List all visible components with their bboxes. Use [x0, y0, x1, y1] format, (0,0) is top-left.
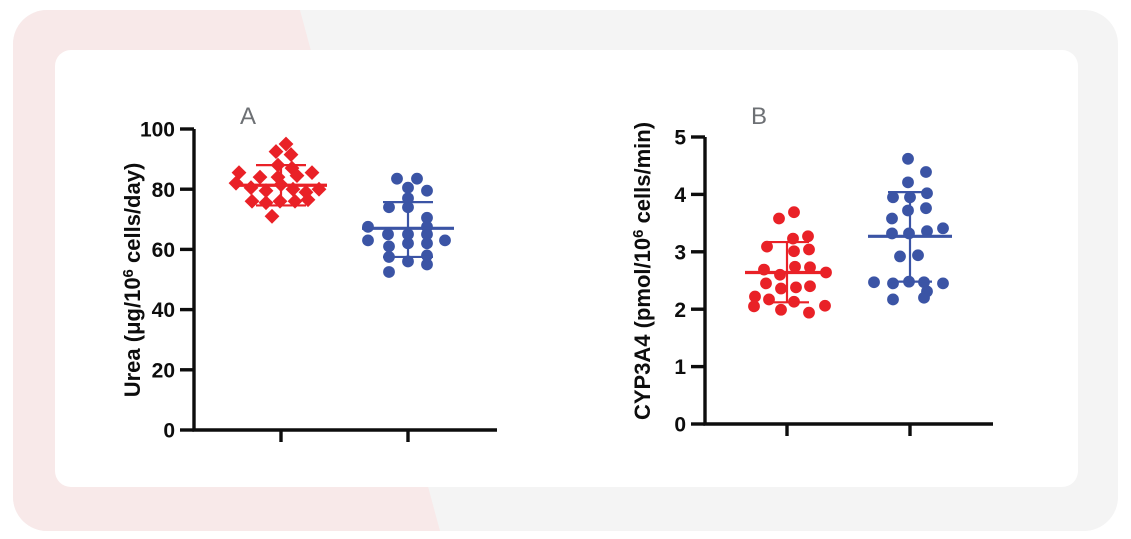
data-point: [284, 160, 300, 176]
data-point: [748, 300, 760, 313]
data-point: [819, 299, 831, 312]
data-point: [761, 240, 773, 253]
data-point: [774, 268, 786, 281]
data-point: [264, 208, 280, 224]
data-point: [298, 184, 314, 200]
data-point: [912, 249, 924, 262]
y-tick-label: 1: [674, 356, 686, 379]
data-point: [268, 144, 284, 159]
scatter-group-1-red: [745, 206, 832, 319]
data-point: [285, 181, 301, 197]
data-point: [258, 195, 274, 211]
y-tick-label: 4: [674, 184, 686, 207]
data-point: [937, 222, 949, 235]
data-point: [804, 261, 816, 274]
data-point: [289, 168, 305, 184]
data-point: [937, 277, 949, 290]
panel-label: A: [240, 103, 256, 130]
panel-label: B: [751, 103, 767, 130]
data-point: [803, 243, 815, 256]
data-point: [283, 147, 299, 162]
data-point: [887, 277, 899, 290]
data-point: [243, 180, 259, 196]
data-point: [920, 202, 932, 215]
data-point: [421, 237, 433, 250]
data-point: [383, 240, 395, 253]
data-point: [300, 192, 316, 208]
data-point: [921, 187, 933, 200]
data-point: [439, 234, 451, 247]
data-point: [803, 306, 815, 319]
data-point: [789, 260, 801, 273]
data-point: [886, 212, 898, 225]
data-point: [383, 266, 395, 278]
data-point: [788, 206, 800, 219]
data-point: [868, 276, 880, 289]
data-point: [773, 212, 785, 225]
panel-b: 0 1 2 3 4 5 CYP3A4 (pmol/106 cells/min) B: [630, 103, 993, 437]
y-tick-label: 0: [163, 420, 175, 443]
data-point: [749, 290, 761, 303]
data-point: [421, 258, 433, 271]
data-point: [382, 228, 394, 241]
scatter-group-2-blue: [868, 152, 952, 306]
figure-card: [55, 50, 1078, 487]
data-point: [790, 281, 802, 294]
data-point: [921, 225, 933, 238]
data-point: [402, 255, 414, 268]
y-tick-label: 5: [674, 127, 686, 150]
y-tick-label: 2: [674, 299, 686, 322]
y-tick-label: 80: [152, 179, 175, 202]
data-point: [252, 169, 268, 185]
panel-a: 0 20 40 60 80 100 Urea (μg/106 cells/day) A: [120, 103, 497, 443]
data-point: [802, 230, 814, 243]
data-point: [887, 191, 899, 204]
data-point: [421, 228, 433, 241]
data-point: [760, 277, 772, 290]
data-point: [775, 303, 787, 316]
y-axis-label: CYP3A4 (pmol/106 cells/min): [630, 122, 655, 420]
y-tick-label: 40: [152, 299, 175, 322]
axis-lines: [703, 137, 993, 426]
data-point: [362, 234, 374, 247]
data-point: [421, 184, 433, 197]
data-point: [287, 193, 303, 209]
data-point: [804, 280, 816, 293]
data-point: [918, 291, 930, 304]
data-point: [304, 165, 320, 181]
y-tick-label: 0: [674, 414, 686, 437]
data-point: [902, 152, 914, 165]
rounded-panel-background: [13, 10, 1118, 531]
data-point: [311, 181, 327, 197]
data-point: [391, 172, 403, 185]
data-point: [421, 211, 433, 224]
y-tick-label: 100: [140, 119, 175, 142]
data-point: [411, 172, 423, 185]
y-axis-label: Urea (μg/106 cells/day): [120, 163, 145, 398]
data-point: [775, 282, 787, 295]
scatter-group-1-red: [228, 136, 327, 224]
data-point: [231, 165, 247, 181]
y-tick-label: 20: [152, 359, 175, 382]
data-point: [402, 181, 414, 194]
data-point: [902, 176, 914, 189]
data-point: [228, 175, 244, 191]
data-point: [244, 193, 260, 209]
data-point: [788, 245, 800, 258]
data-point: [383, 201, 395, 214]
data-point: [894, 250, 906, 263]
y-tick-label: 60: [152, 239, 175, 262]
data-point: [902, 204, 914, 217]
data-point: [887, 293, 899, 306]
data-point: [763, 293, 775, 306]
data-point: [258, 183, 274, 199]
y-tick-label: 3: [674, 241, 686, 264]
data-point: [421, 249, 433, 262]
data-point: [920, 166, 932, 178]
scatter-group-2-blue: [362, 172, 454, 278]
data-point: [270, 169, 286, 185]
data-point: [278, 136, 294, 152]
